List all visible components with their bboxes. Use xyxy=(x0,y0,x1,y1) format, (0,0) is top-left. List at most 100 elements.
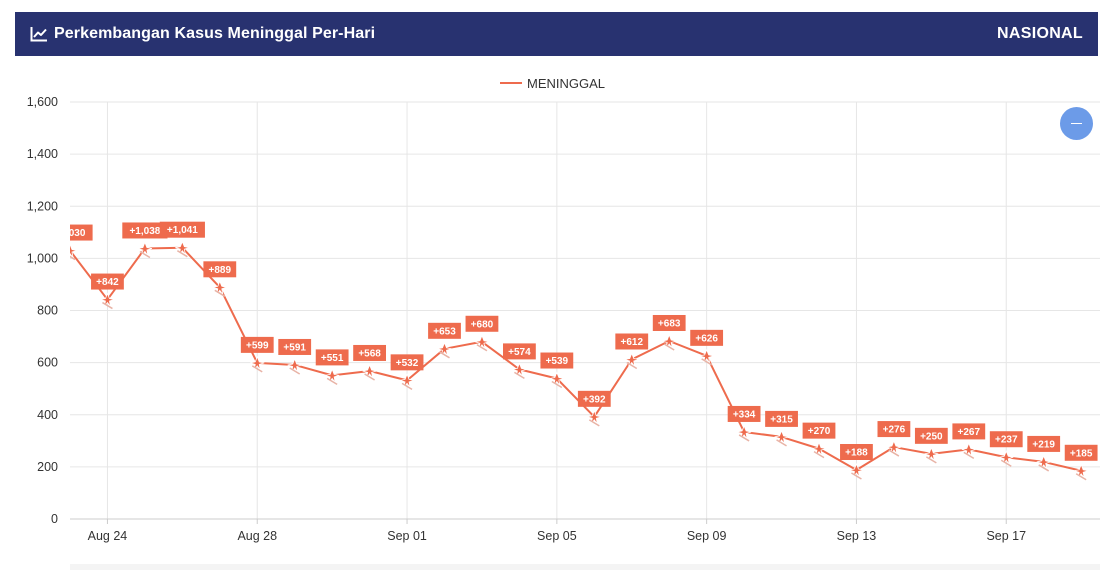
data-label-box xyxy=(652,314,686,331)
point-shadow xyxy=(139,250,151,259)
data-label: +574 xyxy=(503,343,536,360)
data-point[interactable] xyxy=(587,409,602,427)
chart-header: Perkembangan Kasus Meninggal Per-Hari NA… xyxy=(15,12,1098,56)
zoom-toggle-button[interactable] xyxy=(1060,107,1093,140)
y-tick-label: 800 xyxy=(37,304,58,318)
data-point[interactable] xyxy=(175,240,190,258)
point-marker xyxy=(137,241,153,256)
point-shadow xyxy=(925,456,937,464)
x-tick-label: Sep 01 xyxy=(387,529,427,543)
data-point[interactable] xyxy=(662,333,677,351)
point-marker xyxy=(624,352,639,367)
point-shadow xyxy=(776,439,787,447)
data-point[interactable] xyxy=(250,355,265,373)
data-point[interactable] xyxy=(325,368,340,386)
data-point[interactable] xyxy=(736,424,752,442)
point-shadow xyxy=(1038,464,1050,472)
data-label: +889 xyxy=(203,261,237,278)
x-tick-label: Sep 13 xyxy=(837,529,877,543)
data-point[interactable] xyxy=(886,439,902,457)
point-shadow xyxy=(963,451,975,460)
y-tick-label: 1,400 xyxy=(27,147,58,161)
y-tick-label: 1,200 xyxy=(27,199,58,213)
data-point[interactable] xyxy=(437,341,452,359)
data-label-text: +250 xyxy=(920,431,943,442)
data-point[interactable] xyxy=(512,362,527,380)
point-marker xyxy=(175,240,190,255)
data-label-box xyxy=(877,421,911,438)
data-point[interactable] xyxy=(399,373,415,390)
data-point[interactable] xyxy=(63,243,78,261)
data-label-text: +626 xyxy=(695,333,718,344)
legend[interactable]: MENINGGAL xyxy=(500,76,605,91)
point-shadow xyxy=(701,358,713,366)
y-tick-label: 400 xyxy=(37,408,58,422)
data-point[interactable] xyxy=(137,241,153,259)
point-marker xyxy=(1036,454,1051,470)
data-point[interactable] xyxy=(1036,454,1051,472)
point-shadow xyxy=(251,365,263,373)
point-shadow xyxy=(476,344,488,352)
point-shadow xyxy=(289,367,301,375)
data-point[interactable] xyxy=(474,334,490,352)
point-marker xyxy=(699,348,714,364)
data-label-box xyxy=(540,352,574,369)
data-point[interactable] xyxy=(549,371,564,389)
point-marker xyxy=(549,371,564,386)
chart-title: Perkembangan Kasus Meninggal Per-Hari xyxy=(54,25,376,42)
data-label-box xyxy=(802,422,836,439)
data-point[interactable] xyxy=(774,429,789,447)
point-marker xyxy=(100,292,115,307)
data-label-text: +532 xyxy=(396,358,419,369)
data-point[interactable] xyxy=(100,292,115,310)
data-label-text: +612 xyxy=(620,337,643,348)
data-label-box xyxy=(159,221,205,238)
data-label-text: +842 xyxy=(96,277,119,288)
point-marker xyxy=(474,334,490,350)
point-shadow xyxy=(888,449,900,457)
y-tick-label: 600 xyxy=(37,356,58,370)
data-label-text: +334 xyxy=(733,409,756,420)
data-point[interactable] xyxy=(212,280,227,297)
point-shadow xyxy=(626,361,638,370)
data-label-box xyxy=(989,431,1023,448)
data-label-box xyxy=(240,336,274,353)
point-marker xyxy=(999,450,1014,465)
data-label-text: +591 xyxy=(283,342,306,353)
data-label: +188 xyxy=(840,444,873,461)
point-shadow xyxy=(364,373,375,381)
data-label: +276 xyxy=(877,421,911,438)
data-point[interactable] xyxy=(1074,463,1089,481)
data-label-box xyxy=(390,354,424,371)
line-chart: 0 200 400 600 800 1,000 1,200 1,400 1,600 Aug 24 A… xyxy=(27,76,1100,543)
point-shadow xyxy=(663,343,675,351)
data-point[interactable] xyxy=(624,352,639,370)
data-label-text: +1,038 xyxy=(129,226,160,237)
data-point[interactable] xyxy=(924,446,939,464)
point-shadow xyxy=(738,434,750,442)
data-point[interactable] xyxy=(811,441,827,459)
point-marker xyxy=(587,409,602,425)
data-point[interactable] xyxy=(699,348,714,366)
data-label-box xyxy=(765,410,798,427)
data-label-text: +276 xyxy=(883,425,906,436)
point-marker xyxy=(362,363,377,379)
data-point[interactable] xyxy=(961,442,976,460)
data-point[interactable] xyxy=(849,462,864,480)
data-label-box xyxy=(615,333,649,350)
data-point[interactable] xyxy=(287,357,302,375)
data-point[interactable] xyxy=(362,363,377,381)
data-label: +612 xyxy=(615,333,649,350)
data-point[interactable] xyxy=(999,450,1014,467)
data-label: +568 xyxy=(353,344,386,361)
data-label-box xyxy=(914,427,948,444)
data-label-box xyxy=(91,273,124,290)
data-label-box xyxy=(353,344,386,361)
point-marker xyxy=(811,441,827,456)
point-shadow xyxy=(326,377,338,386)
point-shadow xyxy=(401,382,413,390)
data-label: +683 xyxy=(652,314,686,331)
data-label-box xyxy=(690,329,724,346)
scrollbar-track[interactable] xyxy=(70,564,1100,570)
data-label-text: +188 xyxy=(845,448,868,459)
